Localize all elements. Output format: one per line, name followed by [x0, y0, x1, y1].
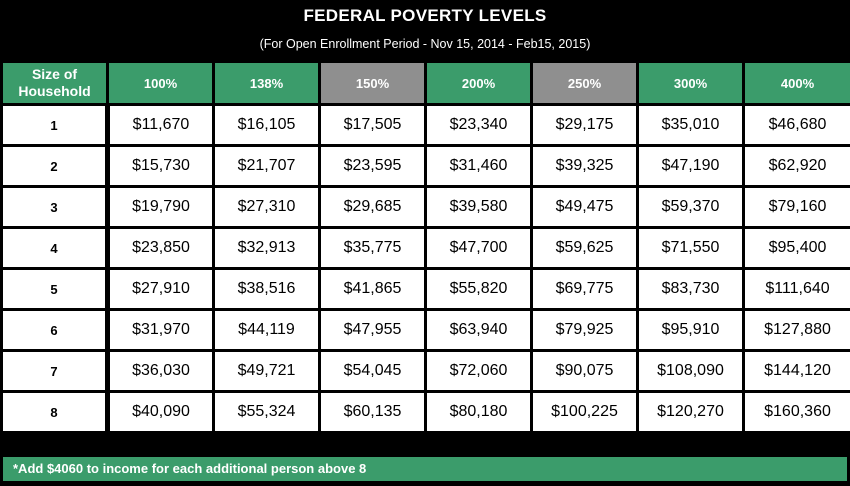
income-cell: $59,625: [530, 226, 639, 270]
income-cell: $27,910: [106, 267, 215, 311]
column-header-138-percent: 138%: [212, 60, 321, 106]
page-title: FEDERAL POVERTY LEVELS: [303, 6, 547, 25]
income-cell: $60,135: [318, 390, 427, 434]
table-row: 7 $36,030 $49,721 $54,045 $72,060 $90,075 $108…: [0, 349, 850, 393]
income-cell: $31,460: [424, 144, 533, 188]
table-header-row: Size of Household 100% 138% 150% 200% 250% 30…: [0, 60, 850, 106]
income-cell: $160,360: [742, 390, 850, 434]
footnote: *Add $4060 to income for each additional…: [3, 457, 847, 481]
income-cell: $21,707: [212, 144, 321, 188]
income-cell: $49,721: [212, 349, 321, 393]
income-cell: $39,325: [530, 144, 639, 188]
household-size-header-line1: Size of: [31, 66, 78, 82]
income-cell: $17,505: [318, 103, 427, 147]
income-cell: $31,970: [106, 308, 215, 352]
income-cell: $55,820: [424, 267, 533, 311]
column-header-200-percent: 200%: [424, 60, 533, 106]
income-cell: $38,516: [212, 267, 321, 311]
household-size-cell: 5: [0, 267, 110, 311]
income-cell: $80,180: [424, 390, 533, 434]
income-cell: $11,670: [106, 103, 215, 147]
income-cell: $144,120: [742, 349, 850, 393]
income-cell: $36,030: [106, 349, 215, 393]
income-cell: $47,700: [424, 226, 533, 270]
income-cell: $100,225: [530, 390, 639, 434]
income-cell: $59,370: [636, 185, 745, 229]
table-row: 4 $23,850 $32,913 $35,775 $47,700 $59,625 $71,…: [0, 226, 850, 270]
table-body: 1 $11,670 $16,105 $17,505 $23,340 $29,175 $35,…: [0, 103, 850, 434]
income-cell: $46,680: [742, 103, 850, 147]
income-cell: $15,730: [106, 144, 215, 188]
income-cell: $47,955: [318, 308, 427, 352]
household-size-header: Size of Household: [0, 60, 109, 106]
income-cell: $29,175: [530, 103, 639, 147]
column-header-100-percent: 100%: [106, 60, 215, 106]
page-subtitle: (For Open Enrollment Period - Nov 15, 20…: [259, 37, 591, 51]
household-size-cell: 1: [0, 103, 110, 147]
table-row: 3 $19,790 $27,310 $29,685 $39,580 $49,475 $59,…: [0, 185, 850, 229]
income-cell: $41,865: [318, 267, 427, 311]
income-cell: $62,920: [742, 144, 850, 188]
household-size-cell: 3: [0, 185, 110, 229]
poverty-level-table-container: Size of Household 100% 138% 150% 200% 250% 30…: [0, 60, 850, 434]
household-size-cell: 8: [0, 390, 110, 434]
income-cell: $40,090: [106, 390, 215, 434]
income-cell: $95,910: [636, 308, 745, 352]
income-cell: $111,640: [742, 267, 850, 311]
income-cell: $23,850: [106, 226, 215, 270]
column-header-300-percent: 300%: [636, 60, 745, 106]
table-row: 5 $27,910 $38,516 $41,865 $55,820 $69,775 $83,…: [0, 267, 850, 311]
column-header-400-percent: 400%: [742, 60, 850, 106]
income-cell: $29,685: [318, 185, 427, 229]
column-header-250-percent: 250%: [530, 60, 639, 106]
household-size-cell: 4: [0, 226, 110, 270]
household-size-cell: 7: [0, 349, 110, 393]
table-row: 1 $11,670 $16,105 $17,505 $23,340 $29,175 $35,…: [0, 103, 850, 147]
table-row: 8 $40,090 $55,324 $60,135 $80,180 $100,225 $12…: [0, 390, 850, 434]
income-cell: $35,775: [318, 226, 427, 270]
income-cell: $79,160: [742, 185, 850, 229]
income-cell: $32,913: [212, 226, 321, 270]
income-cell: $127,880: [742, 308, 850, 352]
table-row: 6 $31,970 $44,119 $47,955 $63,940 $79,925 $95,…: [0, 308, 850, 352]
income-cell: $16,105: [212, 103, 321, 147]
income-cell: $95,400: [742, 226, 850, 270]
income-cell: $27,310: [212, 185, 321, 229]
income-cell: $44,119: [212, 308, 321, 352]
income-cell: $90,075: [530, 349, 639, 393]
household-size-cell: 2: [0, 144, 110, 188]
income-cell: $108,090: [636, 349, 745, 393]
table-row: 2 $15,730 $21,707 $23,595 $31,460 $39,325 $47,…: [0, 144, 850, 188]
income-cell: $83,730: [636, 267, 745, 311]
household-size-cell: 6: [0, 308, 110, 352]
income-cell: $47,190: [636, 144, 745, 188]
household-size-header-line2: Household: [18, 83, 91, 99]
income-cell: $79,925: [530, 308, 639, 352]
income-cell: $71,550: [636, 226, 745, 270]
column-header-150-percent: 150%: [318, 60, 427, 106]
income-cell: $69,775: [530, 267, 639, 311]
income-cell: $49,475: [530, 185, 639, 229]
income-cell: $120,270: [636, 390, 745, 434]
income-cell: $23,595: [318, 144, 427, 188]
income-cell: $19,790: [106, 185, 215, 229]
income-cell: $35,010: [636, 103, 745, 147]
income-cell: $54,045: [318, 349, 427, 393]
income-cell: $55,324: [212, 390, 321, 434]
income-cell: $72,060: [424, 349, 533, 393]
income-cell: $63,940: [424, 308, 533, 352]
poverty-level-table: Size of Household 100% 138% 150% 200% 250% 30…: [0, 60, 850, 434]
income-cell: $23,340: [424, 103, 533, 147]
income-cell: $39,580: [424, 185, 533, 229]
